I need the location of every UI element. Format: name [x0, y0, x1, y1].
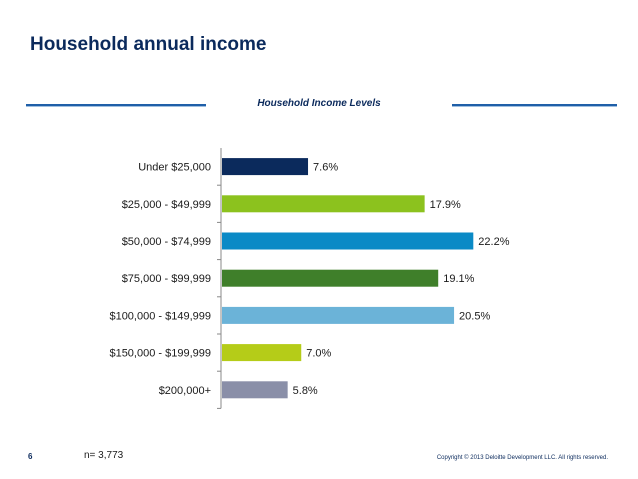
slide-title: Household annual income [30, 34, 267, 55]
category-label: Under $25,000 [138, 162, 211, 174]
data-label: 19.1% [443, 273, 474, 285]
category-label: $50,000 - $74,999 [122, 236, 211, 248]
category-label: $200,000+ [159, 385, 211, 397]
chart-title: Household Income Levels [257, 98, 381, 109]
bar [222, 344, 302, 362]
sample-size-note: n= 3,773 [84, 450, 124, 461]
bar [222, 381, 288, 399]
bar [222, 306, 455, 324]
data-label: 20.5% [459, 310, 490, 322]
copyright-notice: Copyright © 2013 Deloitte Development LL… [436, 455, 608, 461]
bar [222, 195, 425, 213]
category-label: $150,000 - $199,999 [109, 348, 211, 360]
data-label: 22.2% [478, 236, 509, 248]
category-label: $25,000 - $49,999 [122, 199, 211, 211]
page-number: 6 [28, 452, 33, 461]
bar [222, 232, 474, 250]
title-divider-right [452, 104, 617, 107]
category-label: $100,000 - $149,999 [109, 310, 211, 322]
data-label: 5.8% [293, 385, 318, 397]
category-label: $75,000 - $99,999 [122, 273, 211, 285]
bar [222, 269, 439, 287]
bar [222, 158, 309, 176]
data-label: 17.9% [430, 199, 461, 211]
title-divider-left [26, 104, 206, 107]
data-label: 7.0% [306, 348, 331, 360]
data-label: 7.6% [313, 162, 338, 174]
